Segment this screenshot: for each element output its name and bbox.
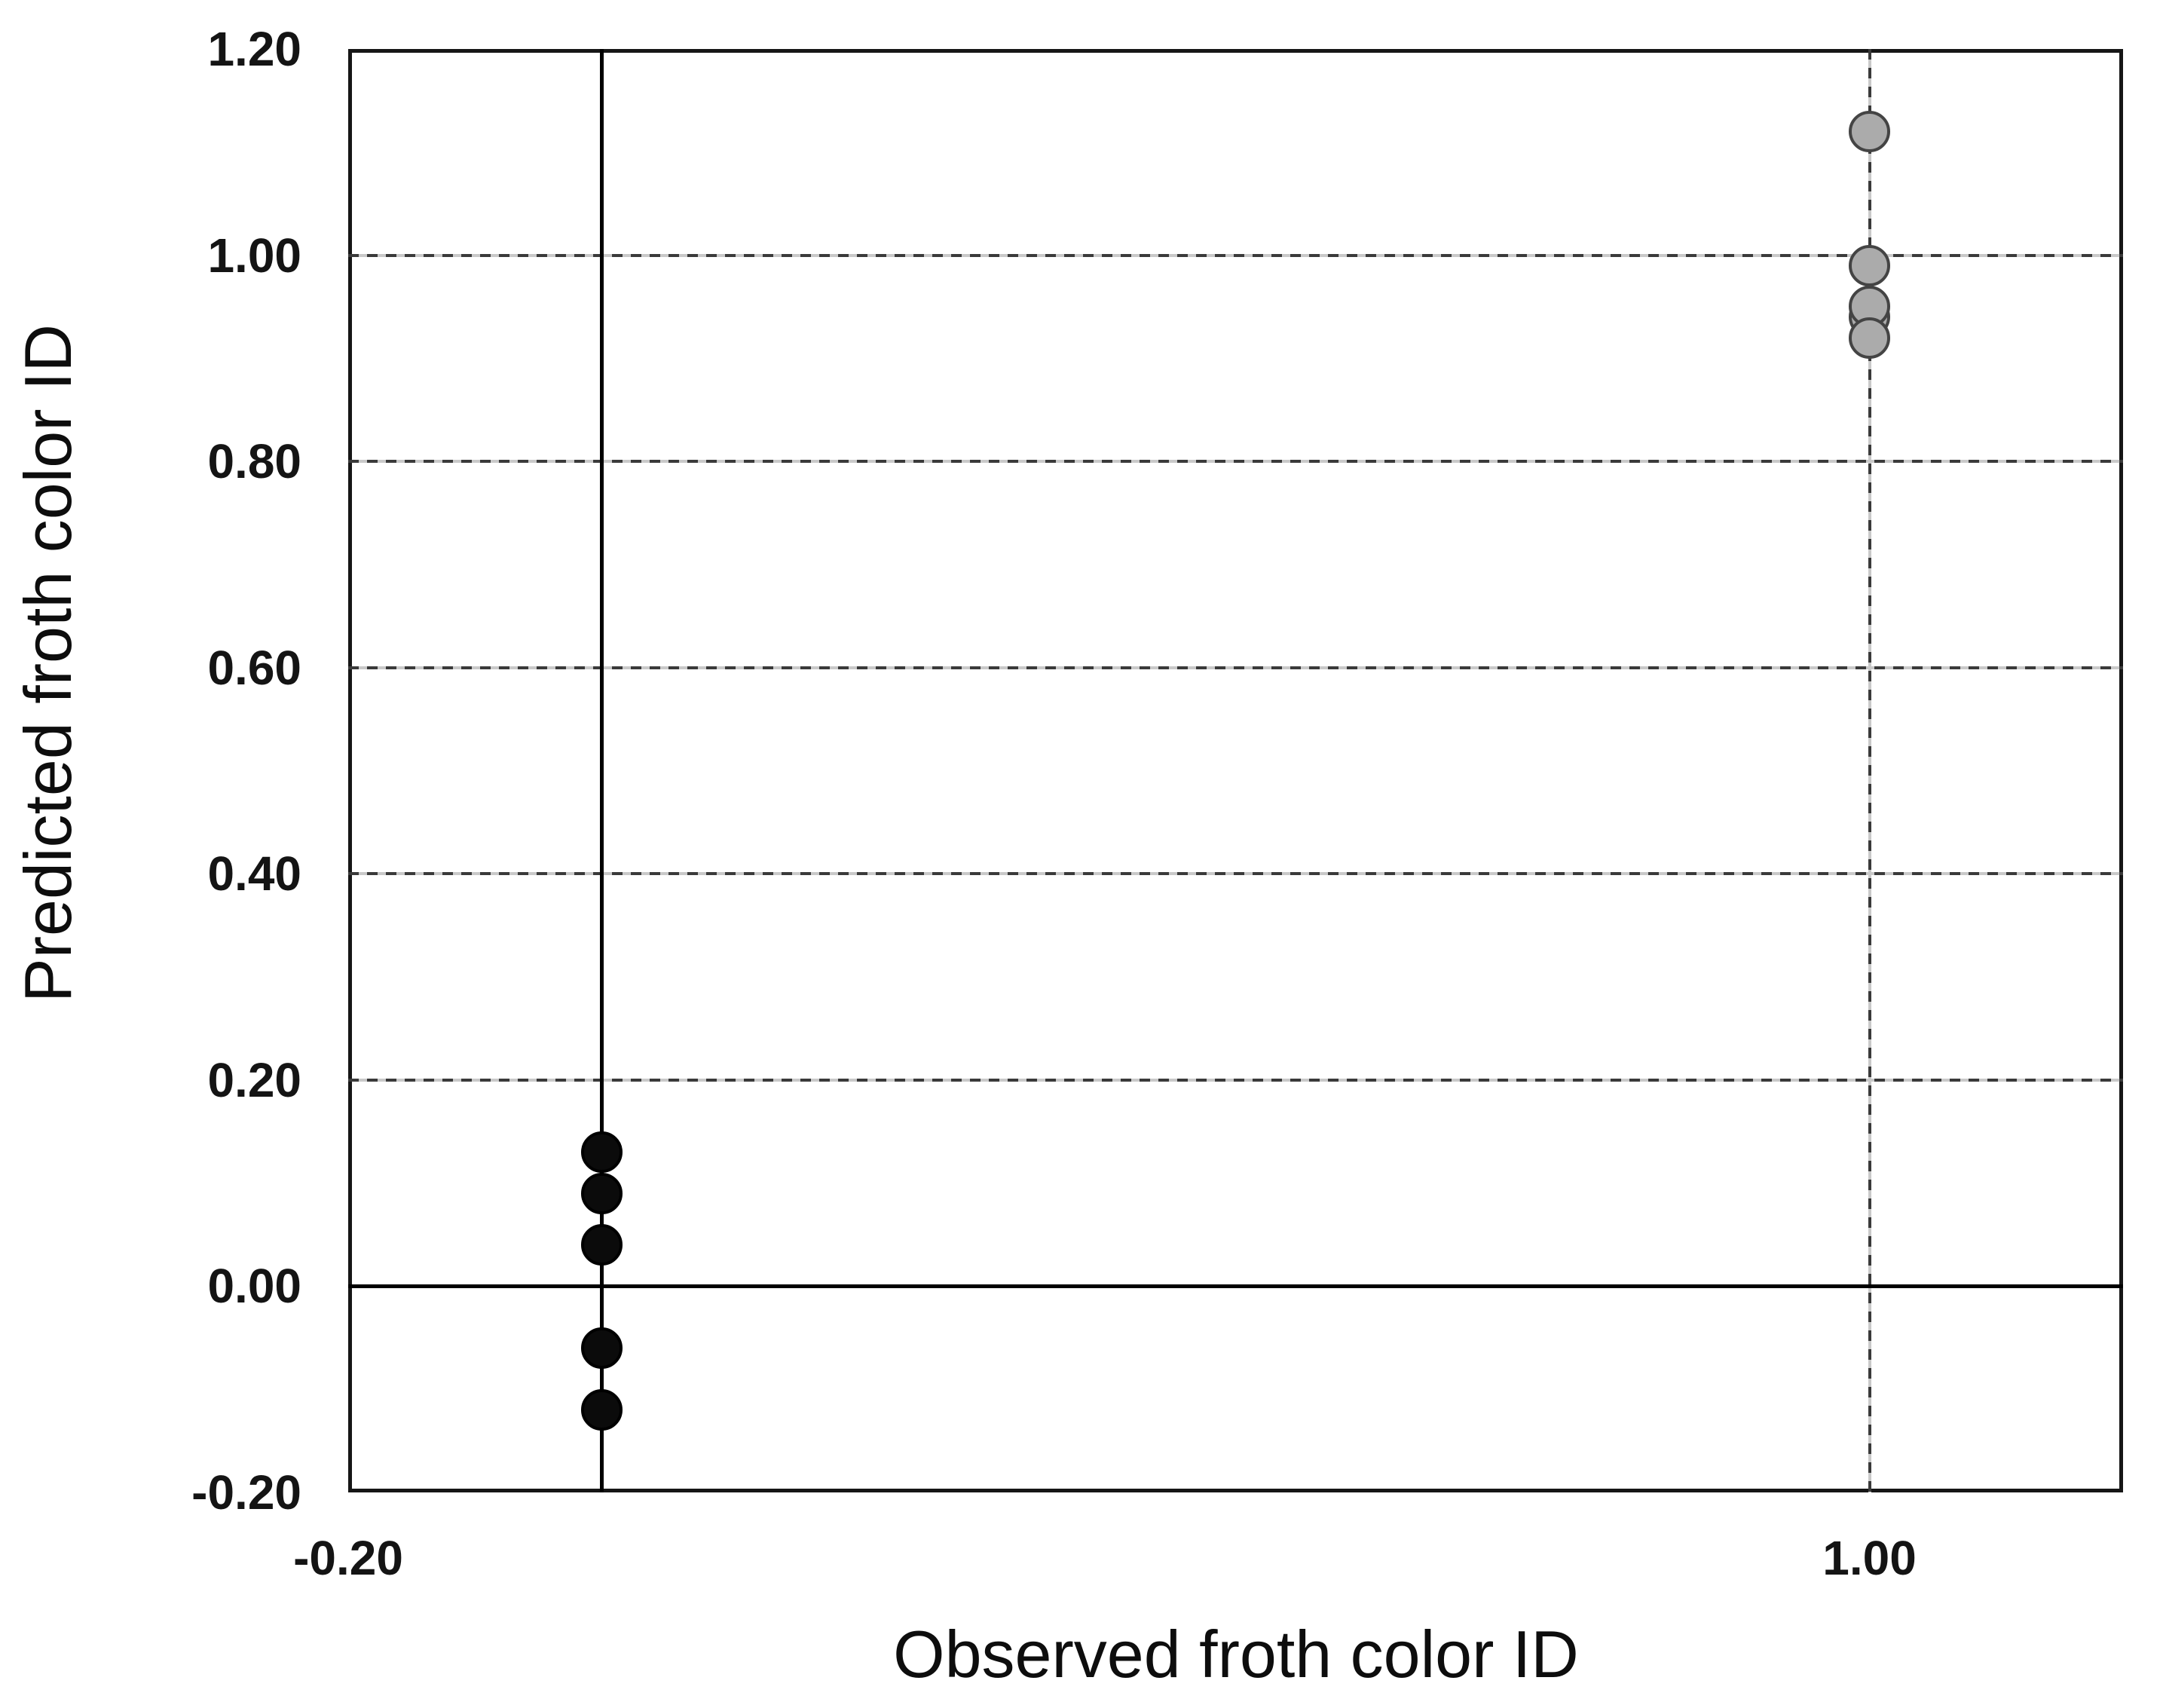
y-tick-label: 1.20 (207, 22, 301, 76)
plot-area (348, 49, 2123, 1492)
h-gridline (348, 1078, 2123, 1082)
y-tick-label: 0.40 (207, 846, 301, 901)
data-point (580, 1327, 623, 1369)
x-tick-label: -0.20 (293, 1531, 403, 1585)
h-gridline (348, 872, 2123, 876)
h-gridline (348, 460, 2123, 464)
x-axis-title: Observed froth color ID (893, 1617, 1579, 1691)
data-point (580, 1131, 623, 1174)
v-gridline (1868, 49, 1871, 1492)
data-point (580, 1224, 623, 1266)
data-point (1849, 317, 1891, 359)
y-tick-label: 0.20 (207, 1052, 301, 1107)
data-point (1849, 244, 1891, 286)
y-tick-label: 0.80 (207, 434, 301, 489)
h-gridline (348, 253, 2123, 257)
y-tick-label: 1.00 (207, 228, 301, 283)
x-axis-zero-line (348, 1284, 2123, 1288)
y-tick-label: 0.00 (207, 1259, 301, 1314)
y-tick-label: -0.20 (191, 1465, 301, 1520)
data-point (580, 1172, 623, 1214)
h-gridline (348, 666, 2123, 669)
y-axis-zero-line (599, 49, 604, 1492)
data-point (580, 1389, 623, 1431)
x-tick-label: 1.00 (1822, 1531, 1917, 1585)
y-tick-label: 0.60 (207, 640, 301, 695)
data-point (1849, 110, 1891, 152)
